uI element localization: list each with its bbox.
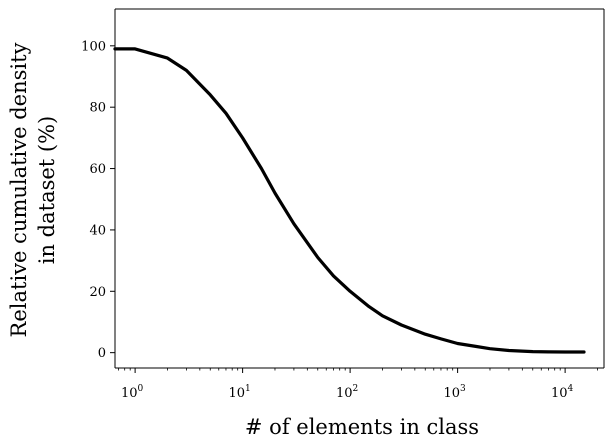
x-tick-label: 104 (551, 384, 574, 401)
y-tick-label: 0 (98, 346, 106, 361)
y-axis-title: Relative cumulative density in dataset (… (7, 42, 59, 337)
x-tick-label: 100 (121, 384, 144, 401)
y-tick-label: 40 (89, 223, 106, 238)
y-tick-label: 100 (81, 39, 106, 54)
series-line-0 (113, 47, 586, 354)
y-axis: 0 20 40 60 80 100 (81, 39, 115, 361)
y-axis-title-line-2: in dataset (%) (35, 116, 59, 265)
x-tick-label: 103 (443, 384, 466, 401)
series-layer (113, 47, 586, 354)
x-tick-label: 102 (336, 384, 358, 401)
x-tick-label: 101 (228, 384, 250, 401)
x-axis-title: # of elements in class (245, 415, 479, 439)
y-tick-label: 20 (89, 285, 106, 300)
y-axis-title-line-1: Relative cumulative density (7, 42, 31, 337)
y-tick-label: 60 (89, 162, 106, 177)
plot-area (114, 8, 605, 369)
y-tick-label: 80 (89, 101, 106, 116)
x-axis: 100 101 102 103 104 (118, 368, 598, 401)
